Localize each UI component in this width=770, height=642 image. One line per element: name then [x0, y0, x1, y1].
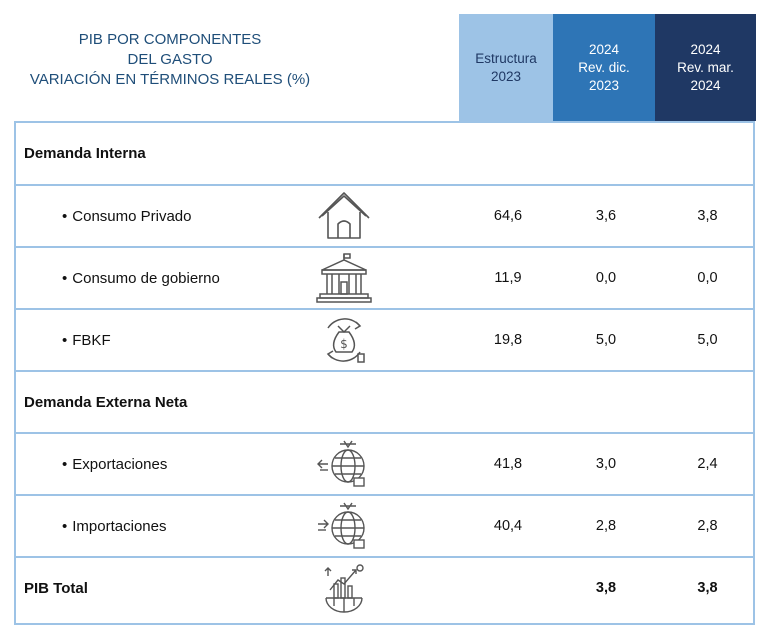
globe-import-icon [314, 500, 374, 552]
value-rev-dic: 3,6 [595, 208, 617, 224]
value-estructura [461, 558, 555, 618]
row-label: Importaciones [62, 496, 166, 556]
title-line-1: PIB POR COMPONENTES [78, 31, 262, 48]
table-row-pib-total: PIB Total 3,8 3,8 [16, 556, 753, 625]
value-rev-dic: 0,0 [595, 270, 617, 286]
header-text: Estructura [475, 50, 537, 66]
title-line-2: DEL GASTO [127, 51, 213, 68]
row-label: Demanda Externa Neta [24, 393, 188, 411]
row-label: PIB Total [24, 579, 88, 597]
money-bag-investment-icon: $ [314, 314, 374, 366]
section-row-demanda-interna: Demanda Interna [16, 123, 753, 185]
value-rev-mar: 5,0 [697, 332, 718, 348]
header-text: 2024 [588, 41, 620, 57]
value-estructura: 40,4 [493, 518, 523, 534]
value-estructura: 64,6 [493, 208, 523, 224]
value-estructura: 11,9 [494, 270, 522, 286]
row-label: FBKF [62, 310, 110, 370]
table-row-exportaciones: Exportaciones 41,8 3,0 2,4 [16, 432, 753, 494]
header-text: 2024 [690, 77, 721, 93]
value-rev-mar: 2,4 [697, 456, 718, 472]
row-label: Demanda Interna [24, 144, 146, 162]
value-rev-dic: 5,0 [595, 332, 617, 348]
value-rev-mar: 3,8 [697, 208, 718, 224]
house-icon [314, 190, 374, 242]
globe-growth-icon [314, 562, 374, 614]
header-2024-rev-dic: 2024 Rev. dic. 2023 [553, 14, 655, 121]
header-text: Rev. dic. [578, 59, 630, 75]
value-estructura: 19,8 [493, 332, 523, 348]
value-rev-mar: 3,8 [697, 580, 718, 596]
value-rev-mar: 0,0 [697, 270, 718, 286]
header-estructura-2023: Estructura 2023 [459, 14, 553, 121]
value-estructura: 41,8 [493, 456, 523, 472]
section-row-demanda-externa: Demanda Externa Neta [16, 370, 753, 432]
table-title: PIB POR COMPONENTES DEL GASTO VARIACIÓN … [10, 30, 330, 90]
table-row-fbkf: FBKF $ 19,8 5,0 5,0 [16, 308, 753, 370]
value-rev-mar: 2,8 [697, 518, 718, 534]
table-row-consumo-gobierno: Consumo de gobierno 11,9 0,0 0,0 [16, 246, 753, 308]
table-row-consumo-privado: Consumo Privado 64,6 3,6 3,8 [16, 184, 753, 246]
globe-export-icon [314, 438, 374, 490]
header-text: Rev. mar. [677, 59, 734, 75]
svg-text:$: $ [340, 337, 348, 351]
government-building-icon [314, 252, 374, 304]
value-rev-dic: 3,0 [595, 456, 617, 472]
header-text: 2023 [588, 77, 620, 93]
header-text: 2024 [690, 41, 721, 57]
row-label: Exportaciones [62, 434, 167, 494]
gdp-table: Demanda Interna Consumo Privado 64,6 3,6… [14, 121, 755, 625]
value-rev-dic: 2,8 [595, 518, 617, 534]
header-2024-rev-mar: 2024 Rev. mar. 2024 [655, 14, 756, 121]
value-rev-dic: 3,8 [595, 580, 617, 596]
row-label: Consumo de gobierno [62, 248, 220, 308]
row-label: Consumo Privado [62, 186, 191, 246]
table-row-importaciones: Importaciones 40,4 2,8 2,8 [16, 494, 753, 556]
title-line-3: VARIACIÓN EN TÉRMINOS REALES (%) [29, 71, 311, 88]
header-text: 2023 [490, 68, 522, 84]
